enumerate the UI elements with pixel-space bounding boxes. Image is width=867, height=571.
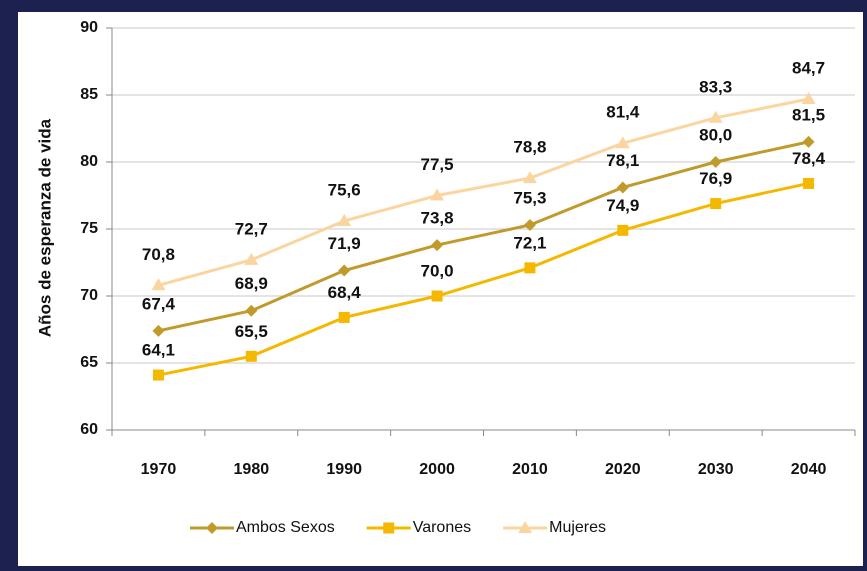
y-tick-label: 75 — [80, 220, 98, 237]
data-label: 74,9 — [606, 196, 639, 215]
x-tick-label: 2000 — [419, 461, 455, 478]
marker — [709, 156, 722, 168]
marker — [617, 224, 629, 236]
marker — [801, 92, 816, 105]
data-label: 83,3 — [699, 77, 732, 96]
marker — [431, 290, 443, 302]
y-tick-label: 60 — [80, 421, 98, 438]
data-label: 64,1 — [142, 341, 175, 360]
data-label: 65,5 — [235, 322, 268, 341]
marker — [338, 311, 350, 323]
data-label: 77,5 — [421, 155, 454, 174]
marker — [523, 218, 536, 231]
marker — [206, 522, 218, 534]
legend-label: Ambos Sexos — [236, 519, 335, 536]
marker — [615, 136, 630, 149]
marker — [337, 213, 352, 226]
marker — [151, 278, 166, 291]
marker — [710, 198, 722, 210]
data-label: 71,9 — [328, 234, 361, 253]
marker — [431, 239, 444, 252]
x-tick-label: 2020 — [605, 461, 641, 478]
series-line — [158, 181, 809, 377]
y-tick-label: 65 — [80, 354, 98, 371]
legend-label: Mujeres — [549, 519, 606, 536]
data-label: 78,8 — [513, 138, 546, 157]
y-tick-label: 80 — [80, 153, 98, 170]
legend-label: Varones — [413, 519, 471, 536]
data-label: 68,9 — [235, 274, 268, 293]
marker — [152, 369, 164, 381]
data-label: 72,7 — [235, 219, 268, 238]
x-tick-label: 1970 — [141, 461, 177, 478]
data-label: 75,6 — [328, 180, 361, 199]
data-label: 75,3 — [513, 188, 546, 207]
x-tick-label: 1980 — [234, 461, 270, 478]
marker — [152, 324, 165, 337]
data-label: 78,4 — [792, 149, 826, 168]
y-tick-label: 85 — [80, 86, 98, 103]
x-tick-label: 2030 — [698, 461, 734, 478]
marker — [524, 262, 536, 274]
data-label: 81,4 — [606, 103, 640, 122]
data-label: 70,8 — [142, 245, 175, 264]
data-label: 68,4 — [328, 283, 362, 302]
marker — [383, 522, 395, 534]
x-tick-label: 1990 — [326, 461, 362, 478]
data-label: 84,7 — [792, 59, 825, 78]
x-tick-label: 2040 — [791, 461, 827, 478]
series-line — [158, 140, 809, 333]
x-tick-label: 2010 — [512, 461, 548, 478]
data-label: 80,0 — [699, 125, 732, 144]
marker — [518, 521, 533, 533]
marker — [245, 304, 258, 317]
marker — [430, 188, 445, 201]
data-label: 72,1 — [513, 233, 546, 252]
data-label: 67,4 — [142, 294, 176, 313]
y-tick-label: 90 — [80, 19, 98, 36]
marker — [245, 350, 257, 362]
marker — [338, 264, 351, 277]
y-tick-label: 70 — [80, 287, 98, 304]
marker — [708, 110, 723, 123]
marker — [802, 135, 815, 148]
data-label: 76,9 — [699, 169, 732, 188]
data-label: 73,8 — [421, 209, 454, 228]
data-label: 78,1 — [606, 151, 639, 170]
data-label: 70,0 — [421, 261, 454, 280]
series-line — [158, 97, 809, 287]
y-axis-label: Años de esperanza de vida — [35, 118, 54, 337]
data-label: 81,5 — [792, 105, 825, 124]
marker — [244, 252, 259, 265]
marker — [616, 181, 629, 194]
marker — [522, 171, 537, 184]
marker — [803, 177, 815, 189]
